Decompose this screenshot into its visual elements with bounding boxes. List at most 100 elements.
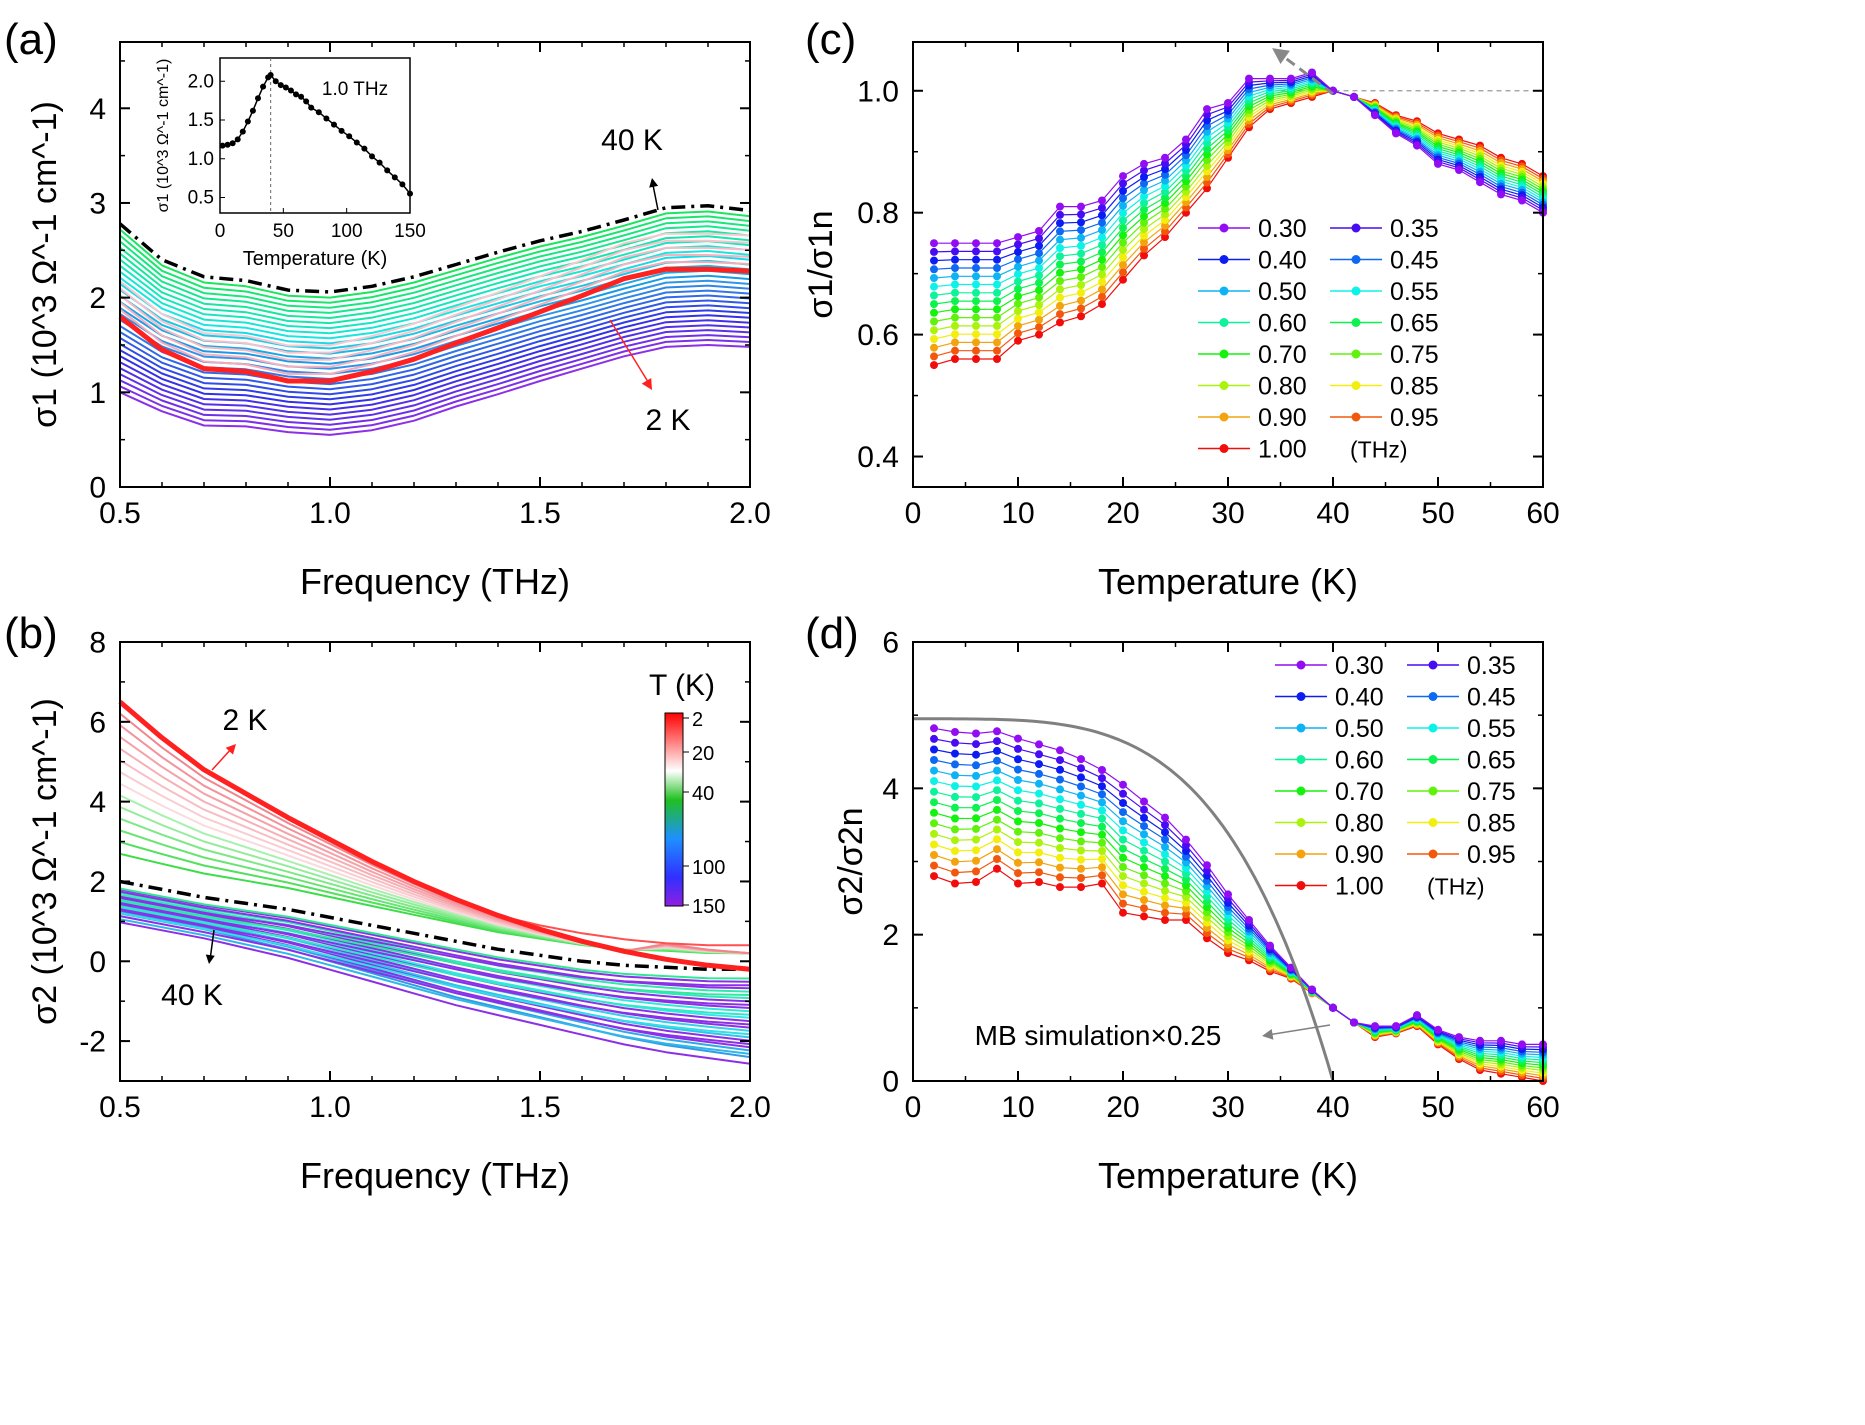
legend-marker <box>1428 723 1438 733</box>
freq-point <box>1119 194 1127 203</box>
freq-point <box>1077 874 1085 882</box>
freq-point <box>1119 238 1127 247</box>
freq-point <box>1056 883 1064 892</box>
freq-point <box>972 239 980 248</box>
freq-point <box>1140 879 1148 888</box>
inset-frame <box>219 57 411 214</box>
freq-point <box>1014 827 1022 836</box>
freq-point <box>930 829 938 838</box>
freq-point <box>951 280 959 289</box>
label-2K-a: 2 K <box>645 404 690 437</box>
freq-point <box>1056 293 1064 302</box>
inset-y-tick-label: 2.0 <box>188 71 214 92</box>
freq-point <box>1203 178 1211 187</box>
freq-point <box>972 814 980 823</box>
legend-label: 0.75 <box>1390 341 1439 369</box>
freq-point <box>972 355 980 363</box>
freq-point <box>1098 838 1106 847</box>
freq-point <box>1014 255 1022 264</box>
freq-point <box>1014 755 1022 764</box>
freq-point <box>1497 1036 1505 1045</box>
legend-marker <box>1219 381 1229 390</box>
freq-point <box>951 239 959 248</box>
freq-point <box>951 355 959 363</box>
curve-a-2K <box>118 266 751 384</box>
inset-annotation: 1.0 THz <box>322 79 388 100</box>
freq-point <box>1014 817 1022 826</box>
curve-b-22 <box>119 899 751 996</box>
freq-point <box>993 786 1001 795</box>
colorbar-tick-label: 150 <box>692 896 725 918</box>
freq-point <box>1182 887 1190 896</box>
legend-label: 0.35 <box>1390 215 1439 243</box>
legend-label: 0.60 <box>1258 310 1307 338</box>
label-2K-b: 2 K <box>222 704 267 737</box>
inset-x-title: Temperature (K) <box>243 248 388 270</box>
freq-point <box>1161 828 1169 837</box>
freq-point <box>1098 863 1106 872</box>
inset-point <box>407 190 413 197</box>
y-tick-label: 2 <box>882 919 899 952</box>
curve-b-21 <box>119 890 751 990</box>
freq-point <box>1035 819 1043 827</box>
curve-a-2 <box>119 334 751 426</box>
freq-point <box>1161 233 1169 242</box>
inset-y-title: σ1 (10^3 Ω^-1 cm^-1) <box>155 59 172 213</box>
legend-label: 0.45 <box>1467 684 1516 712</box>
freq-point <box>930 335 938 343</box>
freq-point <box>1245 74 1253 83</box>
x-tick-label: 0 <box>905 1091 922 1124</box>
curve-a-light-1 <box>119 261 751 375</box>
freq-point <box>1308 68 1316 77</box>
freq-point <box>972 346 980 355</box>
freq-point <box>1014 838 1022 847</box>
freq-point <box>1161 908 1169 917</box>
freq-point <box>1161 227 1169 236</box>
inset-point <box>272 78 279 85</box>
arrowhead-2K-b <box>225 744 236 755</box>
freq-point <box>930 861 938 870</box>
freq-point <box>1182 852 1190 861</box>
y-tick-label: 0 <box>89 946 106 979</box>
freq-point <box>951 288 959 297</box>
legend-marker <box>1351 223 1361 233</box>
freq-point <box>1434 1025 1442 1034</box>
inset-point <box>287 87 294 94</box>
legend-marker <box>1296 818 1306 827</box>
freq-point <box>1035 286 1043 295</box>
freq-point <box>1119 209 1127 218</box>
freq-point <box>1035 241 1043 250</box>
x-tick-label: 40 <box>1316 497 1349 530</box>
legend-label: 0.90 <box>1335 841 1384 869</box>
freq-point <box>972 761 980 770</box>
freq-point <box>951 771 959 780</box>
freq-point <box>1119 826 1127 835</box>
freq-point <box>1329 1003 1337 1012</box>
freq-point <box>1119 789 1127 798</box>
freq-point <box>1077 755 1085 764</box>
freq-point <box>951 825 959 834</box>
freq-point <box>1182 904 1190 913</box>
freq-point <box>1098 226 1106 235</box>
legend-marker <box>1428 692 1438 701</box>
freq-point <box>993 338 1001 347</box>
freq-point <box>1140 822 1148 831</box>
x-tick-label: 1.5 <box>519 1091 561 1124</box>
freq-point <box>1140 863 1148 872</box>
curve-b-25 <box>119 896 750 987</box>
curve-a-4 <box>119 324 751 416</box>
x-tick-label: 0.5 <box>99 1091 141 1124</box>
inset-y-tick-label: 0.5 <box>188 188 214 209</box>
freq-point <box>1098 277 1106 286</box>
freq-point <box>1098 798 1106 807</box>
legend-marker <box>1351 286 1361 296</box>
freq-point <box>1077 819 1085 828</box>
freq-point <box>1140 805 1148 814</box>
freq-point <box>1014 744 1022 753</box>
freq-point <box>1518 1040 1526 1049</box>
freq-point <box>951 803 959 812</box>
freq-point <box>993 776 1001 785</box>
freq-point <box>1056 235 1064 244</box>
legend-label: 0.70 <box>1335 778 1384 806</box>
freq-point <box>972 856 980 865</box>
